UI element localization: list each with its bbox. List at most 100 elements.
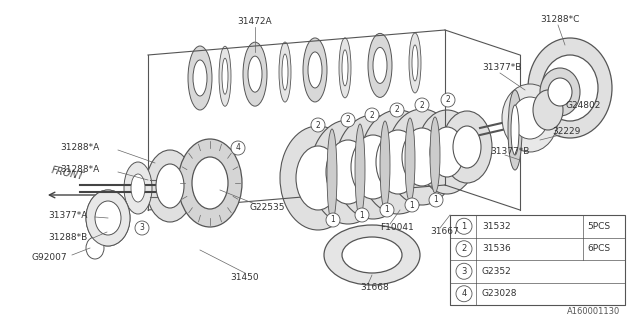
Circle shape — [405, 198, 419, 212]
Circle shape — [456, 218, 472, 234]
Text: FRONT: FRONT — [50, 165, 84, 182]
Circle shape — [456, 263, 472, 279]
Text: 31377*A: 31377*A — [48, 211, 88, 220]
Text: 2: 2 — [420, 100, 424, 109]
Ellipse shape — [373, 47, 387, 84]
Text: 2: 2 — [346, 116, 350, 124]
Ellipse shape — [402, 128, 442, 186]
Text: 31532: 31532 — [482, 222, 511, 231]
Ellipse shape — [342, 50, 348, 86]
Circle shape — [456, 241, 472, 257]
Text: 31377*B: 31377*B — [482, 63, 522, 73]
Text: 2: 2 — [316, 121, 321, 130]
Ellipse shape — [95, 201, 121, 235]
Text: 6PCS: 6PCS — [587, 244, 610, 253]
Circle shape — [355, 208, 369, 222]
Ellipse shape — [548, 78, 572, 106]
Text: 31288*A: 31288*A — [60, 143, 99, 153]
Ellipse shape — [453, 126, 481, 168]
Text: 1: 1 — [410, 201, 414, 210]
Ellipse shape — [412, 45, 418, 81]
Ellipse shape — [339, 38, 351, 98]
Ellipse shape — [86, 237, 104, 259]
Circle shape — [390, 103, 404, 117]
Circle shape — [311, 118, 325, 132]
Text: 2: 2 — [445, 95, 451, 105]
Ellipse shape — [222, 58, 228, 94]
Text: G22535: G22535 — [250, 204, 285, 212]
Ellipse shape — [376, 130, 420, 194]
Text: 31288*C: 31288*C — [540, 15, 579, 25]
Text: 31377*B: 31377*B — [490, 148, 529, 156]
Ellipse shape — [192, 157, 228, 209]
Ellipse shape — [542, 55, 598, 121]
Text: 31288*B: 31288*B — [48, 233, 87, 242]
Ellipse shape — [521, 90, 529, 150]
Circle shape — [415, 98, 429, 112]
Text: 2: 2 — [395, 106, 399, 115]
Ellipse shape — [512, 97, 548, 139]
Text: 1: 1 — [461, 222, 467, 231]
Circle shape — [380, 203, 394, 217]
Circle shape — [441, 93, 455, 107]
Text: 1: 1 — [434, 196, 438, 204]
Text: 4: 4 — [236, 143, 241, 153]
Text: 31450: 31450 — [230, 274, 259, 283]
Circle shape — [231, 141, 245, 155]
Text: 3: 3 — [140, 223, 145, 233]
Text: 31668: 31668 — [360, 284, 388, 292]
Ellipse shape — [380, 121, 390, 209]
Ellipse shape — [368, 33, 392, 97]
Ellipse shape — [279, 42, 291, 102]
Ellipse shape — [508, 90, 522, 170]
Text: 2: 2 — [461, 244, 467, 253]
Ellipse shape — [511, 105, 519, 155]
Ellipse shape — [86, 190, 130, 246]
Ellipse shape — [248, 56, 262, 92]
Ellipse shape — [303, 38, 327, 102]
Ellipse shape — [324, 225, 420, 285]
Ellipse shape — [188, 46, 212, 110]
Text: 32229: 32229 — [552, 127, 580, 137]
Circle shape — [365, 108, 379, 122]
Ellipse shape — [326, 140, 370, 204]
Bar — [450, 215, 625, 305]
Ellipse shape — [282, 54, 288, 90]
Ellipse shape — [96, 202, 120, 234]
Text: A160001130: A160001130 — [567, 308, 620, 316]
Ellipse shape — [146, 150, 194, 222]
Circle shape — [135, 221, 149, 235]
Text: 1: 1 — [360, 211, 364, 220]
Ellipse shape — [86, 190, 130, 246]
Ellipse shape — [387, 109, 457, 205]
Ellipse shape — [533, 90, 563, 130]
Text: 2: 2 — [370, 110, 374, 119]
Text: 31667: 31667 — [430, 228, 459, 236]
Ellipse shape — [243, 42, 267, 106]
Ellipse shape — [308, 52, 322, 88]
Text: 1: 1 — [331, 215, 335, 225]
Text: 1: 1 — [385, 205, 389, 214]
Text: 31288*A: 31288*A — [60, 165, 99, 174]
Ellipse shape — [310, 120, 386, 224]
Ellipse shape — [430, 117, 440, 193]
Circle shape — [456, 286, 472, 302]
Text: 31536: 31536 — [482, 244, 511, 253]
Circle shape — [429, 193, 443, 207]
Ellipse shape — [296, 146, 340, 210]
Text: F10041: F10041 — [380, 223, 413, 233]
Ellipse shape — [280, 126, 356, 230]
Text: 3: 3 — [461, 267, 467, 276]
Ellipse shape — [156, 164, 184, 208]
Text: 31472A: 31472A — [237, 18, 272, 27]
Text: G23028: G23028 — [482, 289, 518, 298]
Ellipse shape — [351, 135, 395, 199]
Ellipse shape — [355, 124, 365, 216]
Ellipse shape — [417, 110, 477, 194]
Text: 5PCS: 5PCS — [587, 222, 610, 231]
Ellipse shape — [131, 174, 145, 202]
Text: G92007: G92007 — [32, 253, 68, 262]
Ellipse shape — [405, 118, 415, 202]
Ellipse shape — [178, 139, 242, 227]
Ellipse shape — [540, 68, 580, 116]
